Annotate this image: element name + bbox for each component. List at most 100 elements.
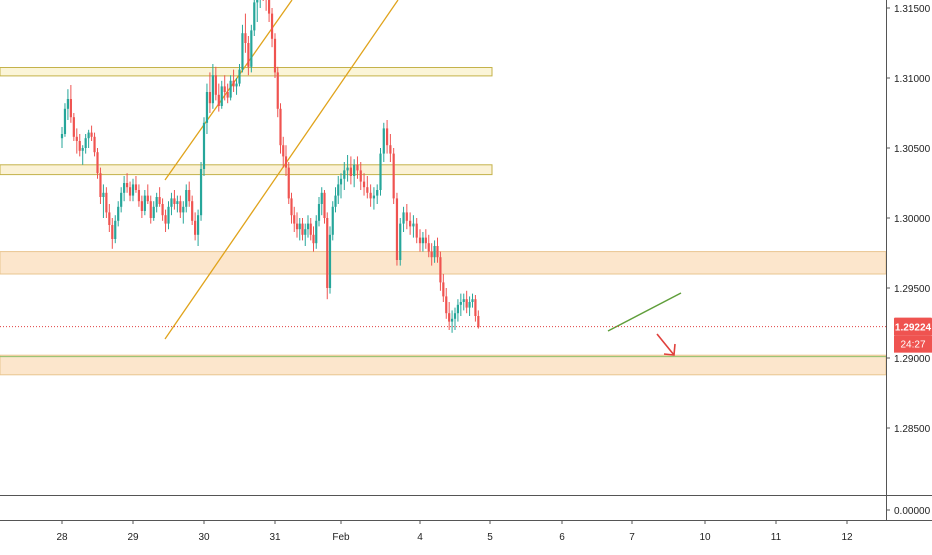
candle-body xyxy=(164,215,167,224)
candle xyxy=(328,226,332,294)
candle xyxy=(208,72,212,113)
candle-body xyxy=(217,94,220,106)
candle xyxy=(226,83,229,104)
candle xyxy=(128,181,132,202)
current-price-label: 1.29224 xyxy=(895,323,932,334)
candle xyxy=(320,187,323,216)
candle xyxy=(284,145,288,176)
candle xyxy=(99,167,102,204)
axis-layer: 1.31500 1.31000 1.30500 1.30000 1.29500 1.290… xyxy=(0,0,932,543)
candle xyxy=(114,215,117,244)
candle-body xyxy=(295,223,299,230)
candle xyxy=(453,307,457,330)
indicator-tick-label: 0.00000 xyxy=(894,506,931,517)
candle-body xyxy=(155,197,158,207)
time-tick-label: 12 xyxy=(841,532,853,543)
price-tick-label: 1.31000 xyxy=(894,74,931,85)
time-tick-label: 29 xyxy=(127,532,139,543)
candle xyxy=(465,290,468,314)
candle xyxy=(182,201,185,224)
candle-body xyxy=(137,190,141,202)
candle xyxy=(282,136,285,168)
candle xyxy=(164,209,167,232)
candle-body xyxy=(232,80,235,87)
time-tick-label: 7 xyxy=(629,532,635,543)
candle xyxy=(343,162,346,190)
candle-body xyxy=(199,169,203,216)
candle xyxy=(194,212,197,241)
candle xyxy=(450,310,454,333)
candle-body xyxy=(421,237,425,244)
candle-body xyxy=(448,313,451,322)
candle-body xyxy=(477,316,480,328)
candle xyxy=(125,173,129,193)
candle xyxy=(137,184,141,207)
candle xyxy=(433,240,436,263)
candle-body xyxy=(188,190,191,202)
candle xyxy=(409,212,412,235)
candle xyxy=(436,237,439,263)
candle xyxy=(471,293,474,308)
candle xyxy=(468,296,471,316)
candle-body xyxy=(379,153,382,190)
price-tick-label: 1.30500 xyxy=(894,144,931,155)
candle-body xyxy=(114,220,117,239)
drawings-layer xyxy=(164,0,682,356)
candle xyxy=(382,122,385,162)
candle xyxy=(250,24,253,73)
countdown-badge xyxy=(894,335,932,353)
candle-body xyxy=(359,170,362,182)
candle xyxy=(402,206,405,232)
candle-body xyxy=(93,136,96,153)
candle-body xyxy=(376,190,379,196)
candle-body xyxy=(247,43,250,67)
candle xyxy=(78,134,81,157)
price-tick-label: 1.30000 xyxy=(894,214,931,225)
candle xyxy=(134,176,138,193)
candle-body xyxy=(72,117,75,137)
candle xyxy=(412,215,415,238)
candle xyxy=(214,66,217,101)
candle-body xyxy=(362,181,366,188)
candle xyxy=(267,0,271,22)
candle xyxy=(205,83,209,134)
candle-body xyxy=(63,108,67,134)
candle-body xyxy=(226,92,229,98)
candle xyxy=(265,0,267,11)
candle-body xyxy=(108,212,111,225)
candle-body xyxy=(353,164,356,176)
candle xyxy=(304,223,307,246)
candle xyxy=(276,66,279,118)
candle-body xyxy=(140,201,143,211)
candle xyxy=(84,134,87,154)
candle xyxy=(389,134,392,162)
candle-body xyxy=(343,170,346,179)
candle-body xyxy=(179,201,182,213)
candle xyxy=(273,33,277,78)
candle-body xyxy=(256,0,259,3)
candle xyxy=(372,187,376,210)
candle xyxy=(353,159,356,188)
candle xyxy=(173,190,176,210)
candle xyxy=(477,310,480,329)
candle-body xyxy=(244,33,247,43)
candle-body xyxy=(369,192,372,199)
candle xyxy=(279,103,282,154)
candle xyxy=(72,113,75,141)
price-tick-label: 1.29500 xyxy=(894,284,931,295)
candle xyxy=(158,187,161,207)
candle xyxy=(81,145,84,165)
candle-body xyxy=(439,257,442,283)
candle xyxy=(459,293,462,316)
down-arrow-head xyxy=(663,343,676,356)
candle xyxy=(96,148,99,179)
candle-body xyxy=(235,83,238,87)
candle-body xyxy=(102,192,105,197)
candle xyxy=(301,218,304,241)
candle-body xyxy=(167,206,170,224)
candle xyxy=(385,120,389,154)
candle-body xyxy=(158,197,161,204)
candle xyxy=(223,75,226,101)
